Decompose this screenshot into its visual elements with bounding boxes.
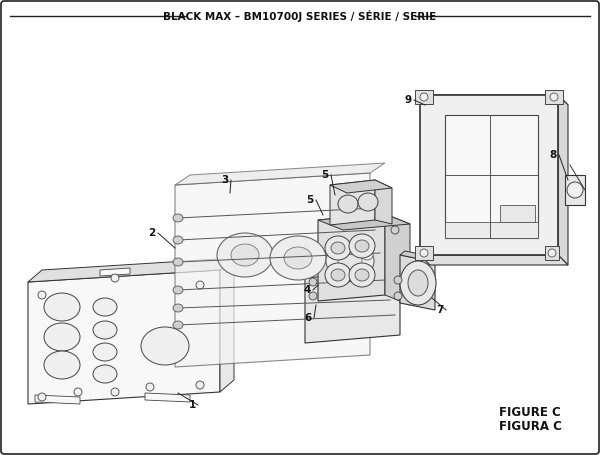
Ellipse shape (550, 93, 558, 101)
Text: BLACK MAX – BM10700J SERIES / SÉRIE / SERIE: BLACK MAX – BM10700J SERIES / SÉRIE / SE… (163, 10, 437, 22)
Ellipse shape (567, 182, 583, 198)
Ellipse shape (217, 233, 273, 277)
Ellipse shape (146, 383, 154, 391)
Polygon shape (420, 95, 558, 255)
Text: 5: 5 (322, 170, 329, 180)
Ellipse shape (173, 236, 183, 244)
Polygon shape (445, 115, 538, 238)
Ellipse shape (400, 261, 436, 305)
Ellipse shape (196, 381, 204, 389)
Polygon shape (330, 180, 392, 193)
Polygon shape (420, 95, 568, 105)
Ellipse shape (44, 351, 80, 379)
Polygon shape (35, 395, 80, 404)
Ellipse shape (309, 292, 317, 300)
Polygon shape (558, 95, 568, 265)
Ellipse shape (173, 286, 183, 294)
Ellipse shape (358, 193, 378, 211)
Polygon shape (500, 205, 535, 222)
Polygon shape (305, 270, 400, 343)
Text: 2: 2 (148, 228, 155, 238)
Polygon shape (175, 163, 385, 185)
Text: 6: 6 (304, 313, 311, 323)
Text: FIGURA C: FIGURA C (499, 420, 562, 434)
Polygon shape (375, 180, 392, 224)
Polygon shape (145, 393, 190, 402)
Polygon shape (318, 214, 410, 230)
Ellipse shape (93, 365, 117, 383)
Ellipse shape (331, 242, 345, 254)
Ellipse shape (394, 292, 402, 300)
Ellipse shape (338, 252, 362, 270)
Ellipse shape (349, 234, 375, 258)
Polygon shape (175, 173, 370, 367)
Ellipse shape (331, 269, 345, 281)
Text: FIGURE C: FIGURE C (499, 405, 561, 419)
Polygon shape (220, 258, 234, 392)
Ellipse shape (349, 263, 375, 287)
Ellipse shape (196, 281, 204, 289)
Text: 9: 9 (404, 95, 412, 105)
Ellipse shape (111, 388, 119, 396)
Ellipse shape (284, 247, 312, 269)
Text: 5: 5 (307, 195, 314, 205)
Ellipse shape (38, 291, 46, 299)
Polygon shape (318, 214, 385, 301)
Polygon shape (545, 90, 563, 104)
Ellipse shape (548, 249, 556, 257)
Polygon shape (415, 246, 433, 260)
Ellipse shape (394, 276, 402, 284)
Ellipse shape (355, 269, 369, 281)
Ellipse shape (309, 278, 317, 286)
Polygon shape (420, 255, 568, 265)
Text: 1: 1 (188, 400, 196, 410)
Ellipse shape (173, 304, 183, 312)
Ellipse shape (361, 250, 373, 260)
Polygon shape (545, 246, 559, 260)
Text: 7: 7 (436, 305, 443, 315)
Ellipse shape (270, 236, 326, 280)
Ellipse shape (173, 321, 183, 329)
Polygon shape (400, 255, 435, 310)
Polygon shape (415, 90, 433, 104)
Ellipse shape (325, 236, 351, 260)
Ellipse shape (173, 214, 183, 222)
Text: 4: 4 (304, 285, 311, 295)
Ellipse shape (111, 274, 119, 282)
Ellipse shape (93, 321, 117, 339)
Polygon shape (565, 175, 585, 205)
Polygon shape (330, 180, 375, 225)
Ellipse shape (38, 393, 46, 401)
Ellipse shape (93, 343, 117, 361)
Ellipse shape (338, 195, 358, 213)
Ellipse shape (408, 270, 428, 296)
Ellipse shape (44, 293, 80, 321)
Polygon shape (28, 270, 220, 404)
Ellipse shape (355, 240, 369, 252)
Polygon shape (100, 268, 130, 276)
Ellipse shape (420, 93, 428, 101)
Ellipse shape (326, 242, 374, 280)
Ellipse shape (420, 249, 428, 257)
Ellipse shape (141, 327, 189, 365)
Ellipse shape (173, 258, 183, 266)
Ellipse shape (93, 298, 117, 316)
Ellipse shape (325, 263, 351, 287)
Ellipse shape (74, 388, 82, 396)
Ellipse shape (44, 323, 80, 351)
Polygon shape (28, 258, 234, 282)
Text: 8: 8 (550, 150, 557, 160)
Ellipse shape (231, 244, 259, 266)
Polygon shape (400, 251, 440, 262)
Polygon shape (445, 222, 538, 238)
Ellipse shape (391, 226, 399, 234)
Polygon shape (385, 214, 410, 305)
Text: 3: 3 (221, 175, 229, 185)
